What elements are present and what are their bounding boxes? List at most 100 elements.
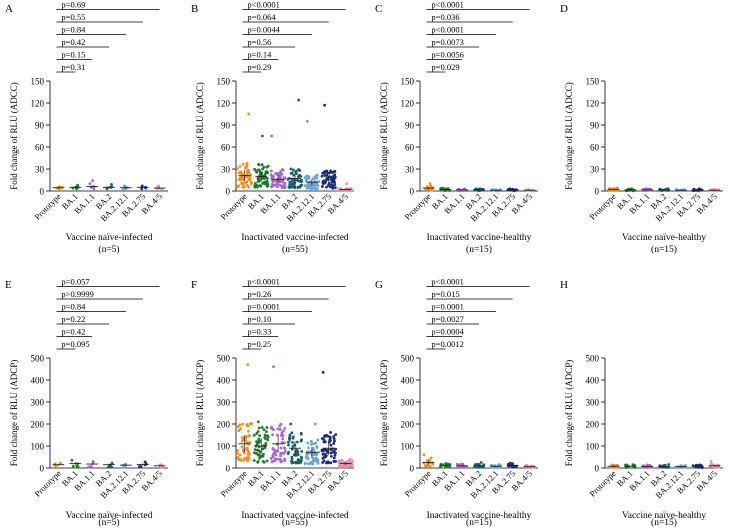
data-point: [334, 451, 337, 455]
data-point: [316, 438, 320, 442]
data-point: [261, 459, 265, 463]
x-axis-label: Inactivated vaccine-healthy: [427, 233, 532, 243]
data-point: [667, 463, 671, 466]
p-value-label: p=0.029: [431, 62, 459, 72]
data-point: [254, 169, 258, 173]
data-point: [242, 451, 246, 455]
p-value-label: p=0.064: [247, 12, 276, 22]
y-axis-label: Fold change of RLU (ADCP): [379, 360, 389, 467]
data-point: [257, 162, 260, 166]
x-axis-label: Vaccine naïve-healthy: [622, 233, 706, 243]
data-point: [333, 183, 337, 187]
data-point: [333, 439, 336, 443]
x-tick-label: Prototype: [587, 468, 618, 499]
data-point: [281, 168, 285, 172]
data-point: [329, 443, 333, 447]
y-tick-label: 90: [35, 121, 45, 131]
p-value-label: p<0.0001: [247, 0, 279, 10]
data-point: [260, 134, 264, 138]
data-point: [273, 179, 277, 183]
data-point: [246, 424, 250, 428]
data-point: [473, 463, 477, 466]
data-point: [323, 174, 327, 177]
data-point: [286, 452, 290, 455]
data-point: [283, 186, 287, 190]
data-point: [272, 448, 275, 451]
data-point: [311, 446, 315, 450]
data-point: [265, 430, 268, 434]
x-tick-label: Prototype: [218, 191, 249, 222]
y-tick-label: 90: [590, 121, 600, 131]
y-tick-label: 400: [586, 376, 600, 386]
y-tick-label: 500: [217, 354, 231, 364]
data-point: [326, 434, 330, 438]
y-tick-label: 200: [586, 420, 600, 430]
data-point: [290, 461, 294, 465]
data-point: [265, 459, 269, 463]
n-label: (n=15): [651, 244, 677, 255]
y-tick-label: 30: [221, 165, 231, 175]
data-point: [351, 459, 354, 463]
data-point: [317, 451, 321, 454]
p-value-label: p<0.0001: [431, 25, 463, 35]
data-point: [257, 179, 261, 183]
data-point: [326, 171, 330, 175]
data-point: [290, 455, 294, 459]
y-tick-label: 400: [401, 376, 415, 386]
y-tick-label: 400: [217, 376, 231, 386]
p-value-label: p=0.0001: [247, 302, 279, 312]
data-point: [325, 185, 328, 189]
data-point: [299, 175, 303, 178]
data-point: [269, 426, 273, 430]
data-point: [238, 453, 242, 457]
x-axis-label: Inactivated vaccine-infected: [241, 510, 349, 521]
y-tick-label: 0: [410, 187, 415, 197]
data-point: [255, 432, 259, 435]
data-point: [430, 188, 434, 192]
data-point: [70, 458, 74, 462]
panel-E: E 0 100 200 300 400 500 Fold change of RLU (ADC…: [5, 277, 168, 528]
data-point: [246, 453, 250, 456]
data-point: [300, 183, 303, 187]
data-point: [329, 451, 333, 455]
data-point: [76, 465, 80, 469]
data-point: [306, 441, 310, 445]
data-point: [296, 453, 300, 456]
y-tick-label: 300: [401, 398, 415, 408]
data-point: [299, 458, 303, 462]
y-tick-label: 120: [586, 99, 600, 109]
data-point: [332, 435, 336, 438]
y-axis-label: Fold change of RLU (ADCP): [9, 360, 19, 467]
p-value-label: p=0.42: [61, 37, 85, 47]
y-tick-label: 90: [405, 121, 415, 131]
data-point: [256, 430, 260, 433]
data-point: [311, 462, 315, 466]
data-point: [298, 461, 302, 465]
data-point: [269, 173, 273, 177]
data-point: [429, 184, 433, 188]
data-point: [300, 449, 304, 453]
y-tick-label: 150: [31, 77, 45, 87]
panel-label: D: [560, 3, 568, 15]
data-point: [327, 182, 331, 185]
data-point: [321, 185, 324, 188]
data-point: [264, 441, 268, 445]
data-point: [425, 459, 429, 462]
data-point: [296, 179, 300, 183]
data-point: [328, 436, 332, 440]
data-point: [276, 457, 280, 461]
y-tick-label: 60: [405, 143, 415, 153]
y-tick-label: 100: [401, 442, 415, 452]
p-value-label: p=0.56: [247, 37, 271, 47]
data-point: [121, 188, 125, 191]
data-point: [511, 462, 514, 466]
data-point: [290, 431, 294, 435]
p-value-label: p>0.9999: [61, 289, 93, 299]
data-point: [498, 466, 502, 469]
y-tick-label: 30: [590, 165, 600, 175]
data-point: [664, 188, 668, 191]
data-point: [329, 461, 333, 465]
p-value-label: p<0.0001: [247, 277, 279, 287]
data-point: [244, 180, 247, 184]
data-point: [280, 441, 284, 444]
